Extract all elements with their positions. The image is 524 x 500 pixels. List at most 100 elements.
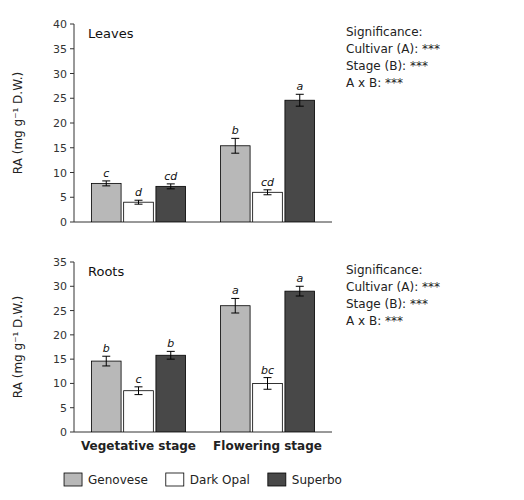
error-bar — [264, 378, 272, 390]
y-tick — [70, 262, 74, 263]
significance-line: Cultivar (A): *** — [346, 280, 440, 294]
error-bar — [167, 351, 175, 359]
letter-label: a — [232, 284, 239, 297]
y-axis — [74, 262, 75, 432]
letter-label: d — [135, 186, 143, 199]
bar: Genovese — [91, 183, 121, 222]
error-cap — [296, 94, 304, 95]
y-tick — [70, 73, 74, 74]
y-tick-label: 20 — [53, 329, 67, 342]
chart: 0510152025303540RA (mg g⁻¹ D.W.)LeavesGe… — [0, 0, 524, 500]
letter-label: cd — [261, 176, 275, 189]
error-stem — [170, 184, 171, 189]
error-stem — [267, 378, 268, 390]
y-tick — [70, 407, 74, 408]
error-stem — [170, 351, 171, 359]
y-tick — [70, 24, 74, 25]
error-stem — [235, 298, 236, 313]
significance: Significance:Cultivar (A): ***Stage (B):… — [346, 263, 440, 328]
legend-label: Superbo — [292, 473, 342, 487]
y-tick — [70, 383, 74, 384]
bar: Dark Opal — [253, 192, 283, 222]
legend-item: Superbo — [268, 473, 342, 487]
letter-label: b — [103, 342, 110, 355]
error-cap — [102, 185, 110, 186]
error-cap — [102, 356, 110, 357]
y-tick-label: 25 — [53, 305, 67, 318]
error-cap — [102, 365, 110, 366]
error-bar — [296, 286, 304, 296]
error-cap — [296, 286, 304, 287]
error-bar — [167, 184, 175, 189]
error-cap — [135, 204, 143, 205]
significance: Significance:Cultivar (A): ***Stage (B):… — [346, 25, 440, 90]
error-bar — [296, 94, 304, 106]
error-stem — [235, 138, 236, 153]
y-tick-label: 35 — [53, 43, 67, 56]
error-stem — [106, 181, 107, 186]
y-tick-label: 0 — [60, 216, 67, 229]
y-tick — [70, 48, 74, 49]
letter-label: b — [232, 124, 239, 137]
letter-label: c — [135, 373, 141, 386]
error-cap — [231, 153, 239, 154]
legend-swatch — [64, 473, 82, 486]
bar-letters: cdcdbcda — [103, 80, 303, 199]
y-tick-label: 5 — [60, 191, 67, 204]
y-tick — [70, 123, 74, 124]
legend-item: Dark Opal — [166, 473, 250, 487]
bars: GenoveseDark OpalSuperboGenoveseDark Opa… — [91, 286, 314, 432]
error-stem — [299, 286, 300, 296]
y-tick — [70, 432, 74, 433]
y-tick-label: 5 — [60, 402, 67, 415]
y-tick — [70, 147, 74, 148]
bar: Superbo — [156, 355, 186, 432]
letter-label: a — [296, 80, 303, 93]
y-axis-label: RA (mg g⁻¹ D.W.) — [11, 72, 25, 174]
letter-label: cd — [164, 170, 178, 183]
bar-letters: bcbabca — [103, 272, 304, 386]
bar: Dark Opal — [124, 202, 154, 222]
bar: Genovese — [220, 306, 250, 432]
y-tick-label: 35 — [53, 256, 67, 269]
panel: 0510152025303540RA (mg g⁻¹ D.W.)LeavesGe… — [11, 18, 440, 229]
error-cap — [231, 313, 239, 314]
y-tick-label: 30 — [53, 68, 67, 81]
error-bar — [231, 298, 239, 313]
error-stem — [106, 356, 107, 366]
y-tick — [70, 310, 74, 311]
error-cap — [264, 389, 272, 390]
error-cap — [231, 138, 239, 139]
bar: Genovese — [91, 361, 121, 432]
error-stem — [267, 190, 268, 195]
legend: Genovese Dark Opal Superbo — [64, 473, 342, 487]
error-cap — [296, 106, 304, 107]
error-bar — [135, 387, 143, 395]
legend-item: Genovese — [64, 473, 148, 487]
y-tick-label: 15 — [53, 142, 67, 155]
y-tick-label: 10 — [53, 377, 67, 390]
bar: Dark Opal — [253, 383, 283, 432]
significance-line: Significance: — [346, 263, 423, 277]
error-cap — [167, 183, 175, 184]
bars: GenoveseDark OpalSuperboGenoveseDark Opa… — [91, 94, 314, 222]
y-axis-label: RA (mg g⁻¹ D.W.) — [11, 296, 25, 398]
panel-title: Leaves — [88, 26, 134, 41]
y-tick-label: 10 — [53, 167, 67, 180]
legend-label: Genovese — [88, 473, 148, 487]
y-axis — [74, 24, 75, 222]
bar: Dark Opal — [124, 391, 154, 432]
error-stem — [138, 387, 139, 395]
letter-label: a — [296, 272, 303, 285]
error-bar — [231, 138, 239, 153]
y-tick-label: 15 — [53, 353, 67, 366]
letter-label: b — [167, 337, 174, 350]
y-tick — [70, 172, 74, 173]
error-cap — [264, 377, 272, 378]
error-cap — [264, 189, 272, 190]
error-cap — [167, 188, 175, 189]
y-tick — [70, 222, 74, 223]
y-tick — [70, 359, 74, 360]
error-cap — [231, 298, 239, 299]
significance-line: Cultivar (A): *** — [346, 42, 440, 56]
